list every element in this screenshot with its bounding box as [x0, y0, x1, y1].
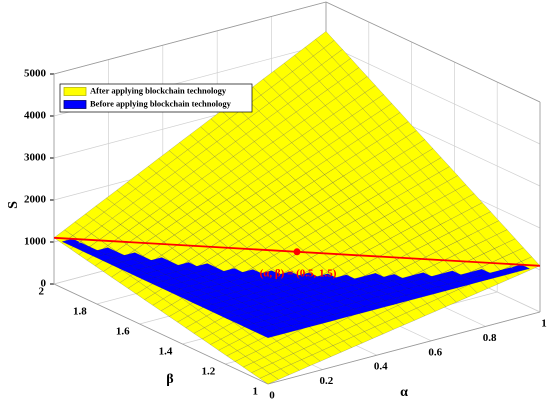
z-tick-label: 2000 [24, 194, 47, 206]
legend: After applying blockchain technology Befo… [59, 83, 253, 113]
y-tick-label: 1.4 [159, 346, 173, 358]
x-tick-label: 0 [269, 390, 275, 401]
x-tick-label: 0.4 [374, 361, 388, 373]
x-tick-label: 0.2 [320, 375, 334, 387]
z-tick-label: 0 [41, 278, 47, 290]
axis-line [53, 283, 269, 385]
z-tick-label: 1000 [24, 236, 47, 248]
legend-swatch [63, 87, 87, 96]
y-tick-label: 1.8 [73, 306, 87, 318]
marker-point [293, 248, 301, 256]
marker-label: (α, β) = (0.5, 1.5) [260, 267, 337, 279]
z-tick-label: 5000 [24, 68, 47, 80]
y-tick-label: 1.2 [201, 366, 215, 378]
x-tick-label: 1 [541, 318, 547, 330]
y-axis-label: β [166, 372, 173, 387]
axis-line [53, 1, 327, 75]
y-tick-label: 2 [39, 286, 45, 298]
x-axis-label: α [400, 385, 408, 400]
z-tick-label: 3000 [24, 152, 47, 164]
surface-patch [259, 331, 279, 338]
legend-label: Before applying blockchain technology [90, 98, 232, 108]
y-tick-label: 1.6 [116, 326, 130, 338]
surface-patch [259, 373, 279, 385]
y-tick-label: 1 [253, 386, 259, 398]
legend-box [59, 83, 253, 113]
axis-line [325, 1, 541, 103]
surfaces [53, 31, 541, 385]
axis-line [267, 311, 541, 385]
legend-swatch [63, 100, 87, 109]
x-tick-label: 0.8 [483, 332, 497, 344]
legend-label: After applying blockchain technology [90, 85, 227, 95]
z-tick-label: 4000 [24, 110, 47, 122]
x-tick-label: 0.6 [428, 346, 442, 358]
z-axis-label: S [6, 201, 21, 209]
